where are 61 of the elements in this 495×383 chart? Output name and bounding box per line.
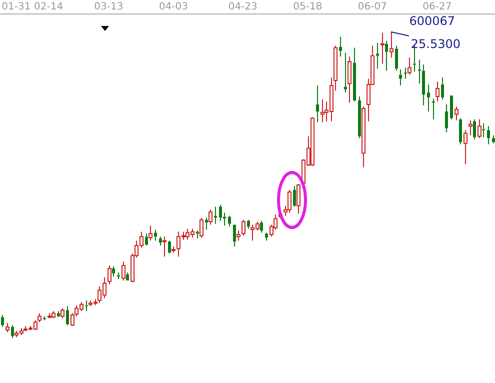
- x-tick-label: 06-27: [422, 2, 452, 13]
- candlestick: [219, 204, 222, 222]
- candlestick: [126, 272, 129, 280]
- candlestick: [154, 229, 157, 242]
- candlestick: [148, 225, 152, 242]
- candlestick: [427, 84, 430, 112]
- chart-title: 600067: [409, 14, 455, 28]
- candlestick: [450, 96, 453, 120]
- candlestick: [454, 106, 458, 121]
- candlestick: [162, 236, 166, 258]
- candlestick: [464, 130, 468, 165]
- candlestick: [233, 224, 236, 247]
- annotation: 25.5300: [410, 36, 461, 51]
- candlestick: [353, 47, 356, 102]
- candlestick: [408, 57, 412, 76]
- x-tick-label: 06-07: [358, 2, 387, 13]
- x-tick-label: 04-03: [158, 2, 188, 13]
- candlestick: [468, 120, 472, 136]
- candlestick: [348, 56, 352, 104]
- candlestick: [145, 233, 148, 246]
- candlestick: [473, 118, 476, 140]
- candlestick: [441, 77, 444, 100]
- candlestick: [459, 118, 462, 145]
- candlestick: [112, 266, 115, 277]
- candlestick: [376, 42, 379, 70]
- candlestick: [85, 300, 88, 312]
- x-tick-label: 01-31: [2, 2, 31, 13]
- candlestick: [390, 31, 394, 58]
- candlestick: [159, 236, 162, 246]
- candlestick: [11, 324, 14, 338]
- candlestick: [117, 272, 120, 280]
- candlestick: [422, 64, 425, 106]
- candlestick: [395, 45, 398, 72]
- candlestick: [168, 240, 171, 254]
- candlestick: [205, 217, 208, 230]
- candlestick: [362, 106, 366, 168]
- x-tick-label: 05-18: [293, 2, 322, 13]
- candlestick: [293, 185, 296, 208]
- candlestick: [487, 126, 490, 145]
- candlestick: [482, 122, 485, 138]
- candlestick: [66, 306, 69, 326]
- candlestick: [344, 52, 347, 93]
- candlestick: [247, 219, 250, 230]
- candlestick: [404, 67, 407, 80]
- candlestick: [358, 96, 361, 139]
- candlestick: [445, 104, 448, 133]
- x-tick-label: 04-23: [228, 2, 258, 13]
- candlestick: [265, 232, 268, 242]
- candlestick: [320, 99, 324, 123]
- candlestick: [339, 36, 342, 58]
- candlestick: [436, 80, 440, 102]
- x-tick-label: 02-14: [34, 2, 64, 13]
- candlestick: [399, 69, 402, 86]
- x-tick-label: 03-13: [94, 2, 124, 13]
- candlestick: [228, 215, 231, 228]
- candlestick: [385, 40, 388, 72]
- candlestick: [1, 314, 4, 328]
- candlestick: [492, 134, 495, 144]
- candlestick: [418, 59, 421, 84]
- candlestick: [316, 84, 319, 123]
- candlestick: [380, 32, 384, 64]
